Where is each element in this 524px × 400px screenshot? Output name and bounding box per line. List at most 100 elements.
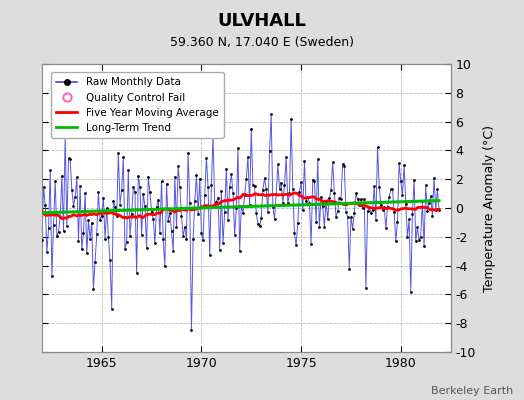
- Point: [363, 208, 372, 214]
- Text: Berkeley Earth: Berkeley Earth: [431, 386, 514, 396]
- Point: [270, 216, 279, 222]
- Point: [384, 204, 392, 210]
- Point: [83, 250, 91, 257]
- Point: [104, 233, 113, 240]
- Point: [378, 206, 387, 213]
- Point: [293, 220, 302, 226]
- Point: [234, 145, 242, 152]
- Point: [159, 236, 167, 243]
- Point: [94, 189, 103, 195]
- Point: [129, 184, 137, 190]
- Point: [59, 228, 68, 234]
- Point: [204, 184, 212, 190]
- Point: [325, 195, 334, 202]
- Point: [280, 182, 289, 188]
- Point: [337, 196, 345, 202]
- Point: [310, 178, 319, 184]
- Point: [89, 286, 97, 292]
- Point: [58, 173, 66, 179]
- Point: [149, 216, 157, 222]
- Point: [221, 209, 229, 216]
- Point: [295, 189, 303, 195]
- Point: [91, 259, 99, 265]
- Point: [167, 228, 176, 235]
- Point: [373, 144, 381, 150]
- Point: [397, 178, 405, 184]
- Point: [299, 207, 307, 214]
- Point: [64, 155, 73, 161]
- Point: [187, 327, 195, 334]
- Point: [209, 132, 217, 139]
- Point: [141, 203, 149, 209]
- Point: [169, 248, 177, 254]
- Point: [427, 193, 435, 200]
- Point: [332, 214, 340, 220]
- Point: [400, 162, 408, 168]
- Point: [289, 186, 297, 193]
- Point: [43, 249, 51, 255]
- Point: [423, 208, 432, 214]
- Point: [398, 192, 407, 198]
- Point: [217, 188, 225, 194]
- Point: [219, 240, 227, 246]
- Point: [205, 252, 214, 258]
- Point: [420, 243, 428, 249]
- Point: [107, 306, 116, 312]
- Point: [84, 217, 93, 223]
- Point: [139, 190, 147, 197]
- Point: [342, 208, 350, 215]
- Point: [81, 190, 89, 196]
- Point: [260, 175, 269, 181]
- Point: [249, 182, 257, 188]
- Point: [403, 234, 412, 240]
- Point: [101, 235, 109, 242]
- Point: [348, 225, 357, 232]
- Point: [255, 223, 264, 230]
- Point: [166, 210, 174, 216]
- Point: [411, 238, 420, 245]
- Point: [202, 154, 211, 161]
- Point: [259, 186, 267, 193]
- Legend: Raw Monthly Data, Quality Control Fail, Five Year Moving Average, Long-Term Tren: Raw Monthly Data, Quality Control Fail, …: [51, 72, 224, 138]
- Point: [111, 204, 119, 210]
- Point: [343, 214, 352, 220]
- Point: [201, 192, 209, 198]
- Point: [315, 224, 324, 230]
- Point: [275, 186, 283, 192]
- Point: [179, 233, 188, 239]
- Point: [232, 205, 241, 211]
- Point: [277, 180, 286, 186]
- Point: [54, 228, 63, 235]
- Point: [368, 207, 377, 213]
- Point: [262, 186, 270, 192]
- Point: [381, 225, 390, 231]
- Point: [113, 212, 121, 219]
- Point: [267, 111, 276, 118]
- Point: [292, 242, 300, 248]
- Point: [365, 204, 374, 210]
- Point: [407, 288, 415, 295]
- Point: [73, 174, 81, 181]
- Point: [319, 203, 327, 210]
- Point: [176, 184, 184, 191]
- Point: [241, 192, 249, 198]
- Point: [151, 240, 159, 247]
- Point: [287, 116, 296, 122]
- Point: [147, 208, 156, 215]
- Point: [385, 194, 394, 200]
- Point: [88, 220, 96, 226]
- Point: [61, 133, 69, 139]
- Point: [339, 161, 347, 167]
- Point: [372, 217, 380, 223]
- Point: [312, 218, 320, 225]
- Point: [333, 208, 342, 214]
- Text: 59.360 N, 17.040 E (Sweden): 59.360 N, 17.040 E (Sweden): [170, 36, 354, 49]
- Point: [421, 182, 430, 188]
- Point: [131, 188, 139, 195]
- Point: [231, 232, 239, 238]
- Point: [48, 273, 56, 280]
- Point: [174, 162, 182, 169]
- Point: [126, 232, 134, 239]
- Point: [121, 246, 129, 252]
- Point: [103, 205, 111, 212]
